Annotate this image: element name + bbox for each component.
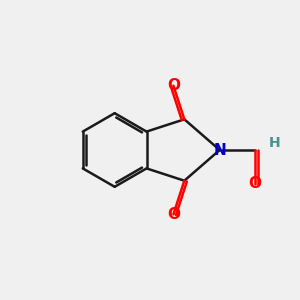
Text: O: O [167, 78, 180, 93]
Text: O: O [248, 176, 262, 191]
Text: O: O [167, 207, 180, 222]
Text: H: H [268, 136, 280, 150]
Text: N: N [213, 142, 226, 158]
